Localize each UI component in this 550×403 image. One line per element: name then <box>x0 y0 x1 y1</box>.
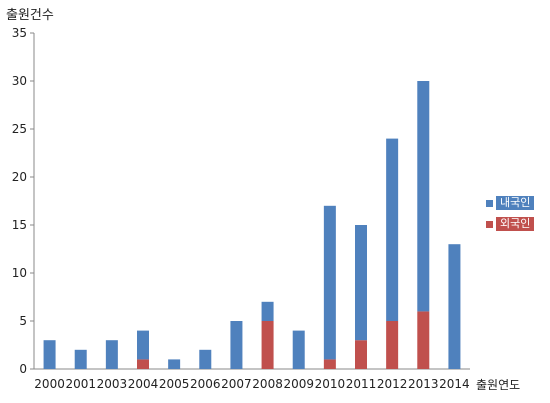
y-axis-ticks: 0 5 10 15 20 25 30 35 <box>12 26 34 376</box>
bar-domestic-2014 <box>448 244 461 369</box>
bar-foreign-2004 <box>137 359 149 369</box>
x-tick-label: 2000 <box>34 377 65 391</box>
legend-label-domestic: 내국인 <box>496 196 535 210</box>
bars <box>43 81 461 369</box>
x-tick-label: 2005 <box>159 377 190 391</box>
bar-domestic-2000 <box>43 340 56 369</box>
bar-domestic-2004 <box>137 330 149 360</box>
legend-item-foreign: 외국인 <box>486 217 535 231</box>
y-tick-label: 30 <box>12 74 27 88</box>
y-tick-label: 10 <box>12 266 27 280</box>
y-axis-label: 출원건수 <box>6 8 54 23</box>
x-tick-label: 2011 <box>346 377 377 391</box>
x-axis-label: 출원연도 <box>476 378 521 392</box>
bar-domestic-2011 <box>355 225 367 341</box>
bar-domestic-2007 <box>230 321 243 369</box>
bar-domestic-2008 <box>261 301 274 321</box>
legend-swatch-foreign <box>486 220 493 228</box>
bar-domestic-2009 <box>292 330 305 369</box>
bar-domestic-2005 <box>168 359 181 369</box>
axes <box>33 33 470 370</box>
x-tick-label: 2006 <box>190 377 221 391</box>
bar-domestic-2003 <box>105 340 118 369</box>
bar-domestic-2006 <box>199 349 212 369</box>
x-tick-label: 2007 <box>221 377 252 391</box>
legend: 내국인 외국인 <box>486 196 535 238</box>
bar-foreign-2008 <box>261 321 274 369</box>
x-tick-label: 2008 <box>252 377 283 391</box>
x-tick-label: 2010 <box>315 377 346 391</box>
bar-domestic-2001 <box>74 349 87 369</box>
legend-swatch-domestic <box>486 199 493 207</box>
bar-domestic-2013 <box>417 81 430 312</box>
y-tick-label: 5 <box>19 314 27 328</box>
y-tick-label: 0 <box>19 362 27 376</box>
x-tick-label: 2009 <box>283 377 314 391</box>
y-tick-label: 25 <box>12 122 27 136</box>
legend-label-foreign: 외국인 <box>496 217 535 231</box>
bar-domestic-2012 <box>386 138 399 321</box>
bar-domestic-2010 <box>323 205 336 360</box>
y-tick-label: 35 <box>12 26 27 40</box>
y-tick-label: 20 <box>12 170 27 184</box>
x-tick-label: 2003 <box>97 377 128 391</box>
legend-item-domestic: 내국인 <box>486 196 535 210</box>
bar-foreign-2013 <box>417 311 430 369</box>
y-tick-label: 15 <box>12 218 27 232</box>
bar-foreign-2011 <box>355 340 367 369</box>
bar-foreign-2010 <box>323 359 336 369</box>
x-tick-label: 2012 <box>377 377 408 391</box>
x-tick-label: 2013 <box>408 377 439 391</box>
x-tick-label: 2004 <box>128 377 159 391</box>
x-tick-label: 2001 <box>65 377 96 391</box>
x-axis-ticks: 2000 2001 2003 2004 2005 2006 2007 2008 2009 2010… <box>34 377 469 391</box>
bar-foreign-2012 <box>386 321 399 369</box>
x-tick-label: 2014 <box>439 377 470 391</box>
